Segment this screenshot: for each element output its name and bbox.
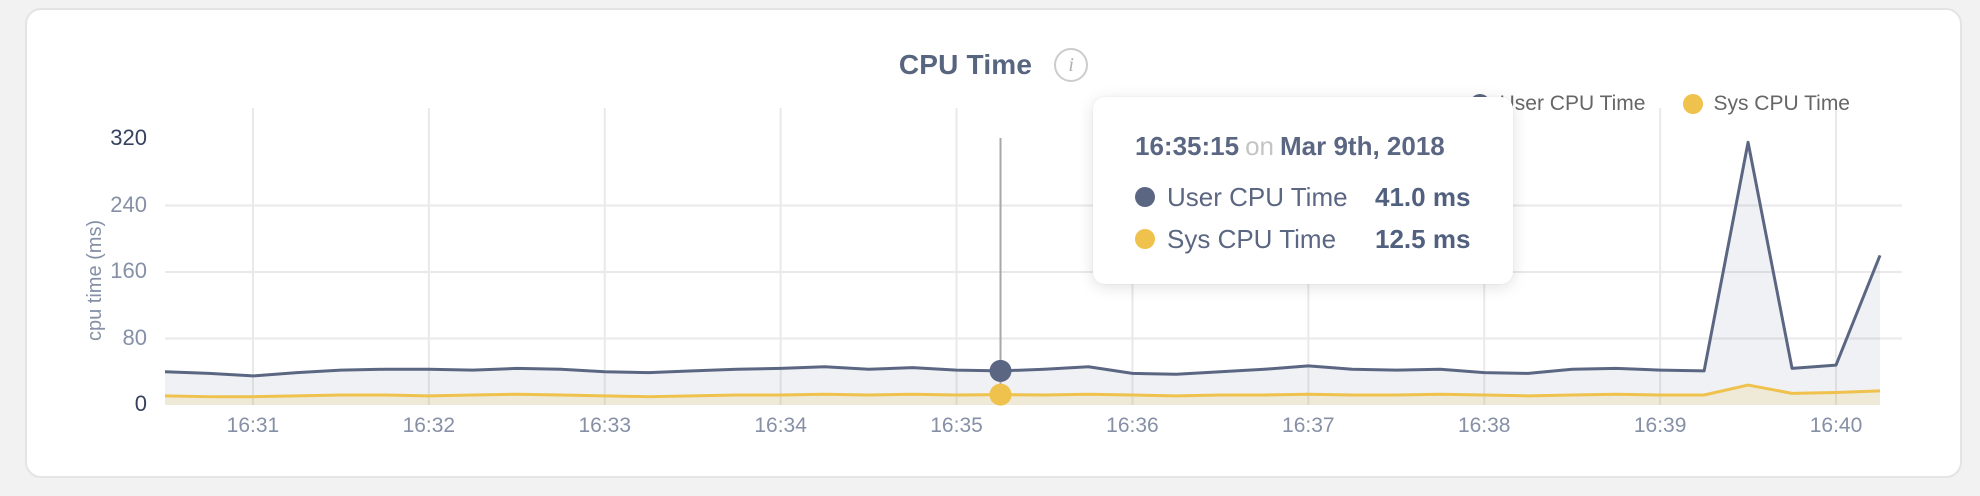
- x-tick-label: 16:33: [578, 414, 632, 437]
- y-tick-label: 80: [122, 324, 147, 350]
- tooltip-series-dot-icon: [1135, 187, 1155, 207]
- legend-item-label: User CPU Time: [1499, 92, 1646, 115]
- y-tick-label: 0: [134, 391, 147, 416]
- tooltip-separator: on: [1245, 131, 1274, 161]
- tooltip: 16:35:15 on Mar 9th, 2018 User CPU Time 41.…: [1093, 97, 1513, 284]
- tooltip-series-label: User CPU Time: [1167, 181, 1348, 212]
- x-tick-label: 16:34: [754, 414, 807, 437]
- chart-title: CPU Time: [898, 49, 1033, 80]
- hover-marker: [989, 359, 1012, 382]
- series-line: [164, 140, 1882, 378]
- tooltip-series-label: Sys CPU Time: [1167, 223, 1337, 254]
- legend-dot-icon: [1683, 94, 1704, 114]
- legend-item[interactable]: Sys CPU Time: [1683, 92, 1850, 116]
- y-tick-label: 160: [110, 258, 147, 283]
- tooltip-row: User CPU Time 41.0 ms: [1135, 176, 1483, 218]
- x-tick-label: 16:40: [1809, 414, 1863, 437]
- x-tick-label: 16:38: [1457, 414, 1511, 437]
- chart-header: CPU Time i: [27, 48, 1960, 82]
- hover-marker: [989, 383, 1012, 406]
- legend-item-label: Sys CPU Time: [1713, 92, 1850, 115]
- x-tick-label: 16:31: [226, 414, 280, 437]
- tooltip-series-value: 41.0 ms: [1375, 181, 1471, 212]
- tooltip-series-value: 12.5 ms: [1375, 223, 1471, 254]
- x-tick-label: 16:32: [402, 414, 456, 437]
- tooltip-date: Mar 9th, 2018: [1280, 131, 1445, 161]
- y-tick-label: 240: [110, 191, 147, 217]
- series-area: [165, 142, 1880, 405]
- x-tick-label: 16:36: [1106, 414, 1159, 437]
- x-tick-label: 16:35: [930, 414, 983, 437]
- tooltip-time: 16:35:15: [1135, 131, 1240, 161]
- series-line: [164, 383, 1881, 399]
- tooltip-header: 16:35:15 on Mar 9th, 2018: [1135, 131, 1483, 162]
- tooltip-row: Sys CPU Time 12.5 ms: [1135, 218, 1483, 260]
- x-tick-label: 16:39: [1633, 414, 1687, 437]
- y-tick-label: 320: [110, 125, 147, 150]
- x-tick-label: 16:37: [1282, 414, 1335, 437]
- legend: User CPU Time Sys CPU Time: [1469, 92, 1850, 116]
- info-icon[interactable]: i: [1054, 48, 1089, 82]
- tooltip-series-dot-icon: [1135, 229, 1155, 249]
